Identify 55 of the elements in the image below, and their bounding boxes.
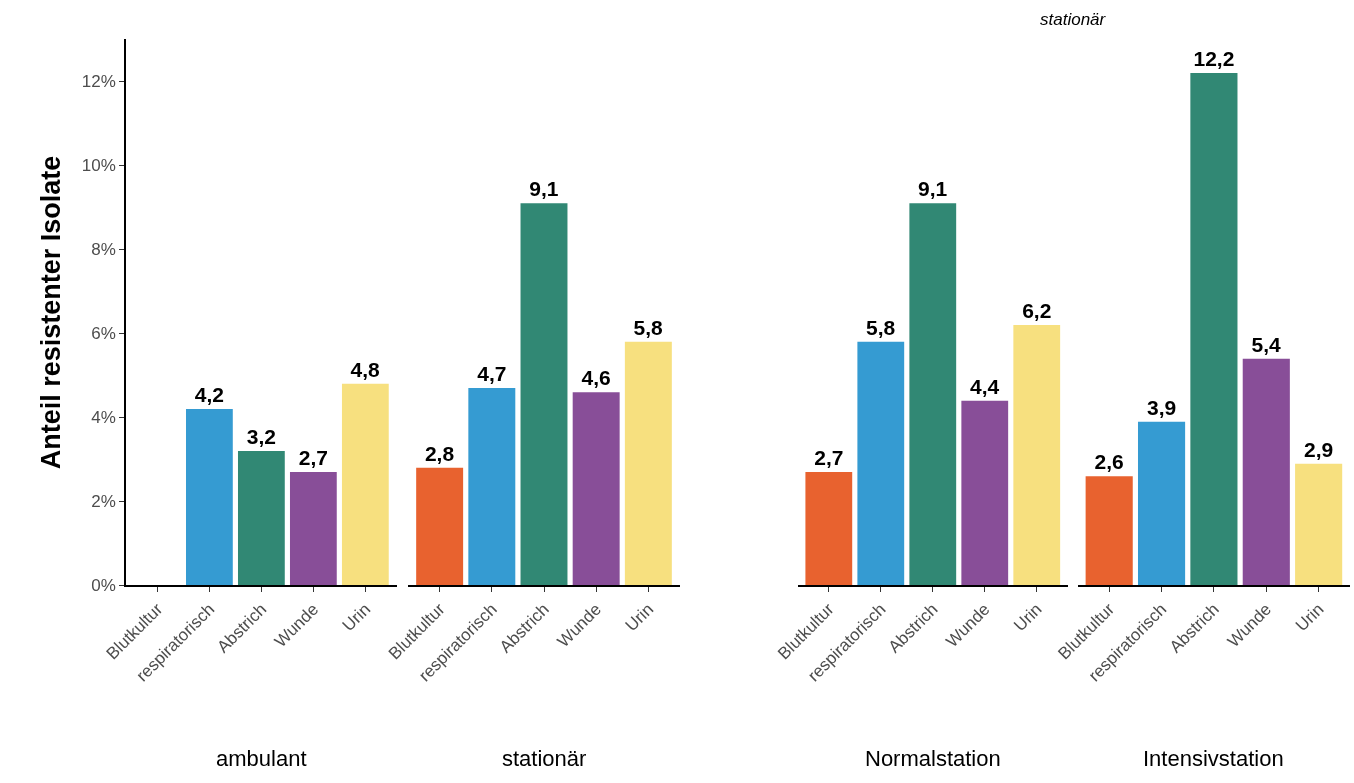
y-tick-label: 10% bbox=[81, 156, 116, 176]
data-label: 3,9 bbox=[1146, 395, 1177, 419]
bar bbox=[572, 392, 620, 586]
y-tick-label: 2% bbox=[91, 492, 116, 512]
data-label: 12,2 bbox=[1193, 47, 1235, 71]
x-tick-label: Urin bbox=[1292, 599, 1328, 636]
y-tick-label: 4% bbox=[91, 408, 116, 428]
x-tick-label: Urin bbox=[621, 599, 658, 636]
data-label: 2,7 bbox=[298, 446, 328, 470]
bar bbox=[1295, 463, 1343, 586]
data-label: 4,6 bbox=[581, 366, 611, 390]
data-label: 2,8 bbox=[424, 441, 455, 465]
data-label: 5,8 bbox=[633, 315, 664, 339]
chart-title: stationär bbox=[1040, 10, 1107, 29]
x-tick-label: Urin bbox=[338, 599, 375, 636]
bar bbox=[1085, 476, 1133, 586]
bar bbox=[341, 383, 389, 586]
bar bbox=[805, 472, 853, 586]
bar bbox=[624, 341, 672, 586]
data-label: 9,1 bbox=[529, 177, 559, 201]
bar bbox=[520, 203, 568, 586]
data-label: 4,4 bbox=[970, 374, 1000, 398]
bar bbox=[1013, 325, 1061, 586]
data-label: 2,9 bbox=[1304, 437, 1334, 461]
y-axis-title: Anteil resistenter Isolate bbox=[36, 155, 67, 470]
bar bbox=[289, 472, 337, 586]
bar bbox=[909, 203, 957, 586]
data-label: 2,7 bbox=[814, 446, 844, 470]
bar bbox=[1137, 421, 1186, 586]
bar bbox=[857, 341, 905, 586]
bar bbox=[1242, 358, 1290, 586]
x-axis-title: stationär bbox=[502, 746, 587, 771]
bar bbox=[416, 467, 464, 586]
bar bbox=[237, 451, 285, 586]
data-label: 5,8 bbox=[866, 315, 896, 339]
data-label: 3,2 bbox=[246, 425, 276, 449]
y-tick-label: 0% bbox=[91, 576, 116, 596]
x-tick-label: Urin bbox=[1010, 599, 1046, 636]
bar bbox=[186, 409, 233, 586]
data-label: 4,8 bbox=[350, 357, 381, 381]
data-label: 4,7 bbox=[477, 362, 507, 386]
y-tick-label: 12% bbox=[81, 72, 116, 92]
data-label: 2,6 bbox=[1094, 450, 1124, 474]
x-axis-title: ambulant bbox=[216, 746, 307, 771]
y-tick-label: 8% bbox=[91, 240, 116, 260]
data-label: 5,4 bbox=[1251, 332, 1282, 356]
bar bbox=[468, 388, 516, 586]
data-label: 4,2 bbox=[194, 383, 224, 407]
x-axis-title: Intensivstation bbox=[1143, 746, 1284, 771]
data-label: 9,1 bbox=[918, 177, 948, 201]
data-label: 6,2 bbox=[1022, 299, 1052, 323]
x-axis-title: Normalstation bbox=[865, 746, 1001, 771]
y-tick-label: 6% bbox=[91, 324, 116, 344]
bar bbox=[961, 400, 1009, 586]
bar bbox=[1190, 73, 1238, 586]
